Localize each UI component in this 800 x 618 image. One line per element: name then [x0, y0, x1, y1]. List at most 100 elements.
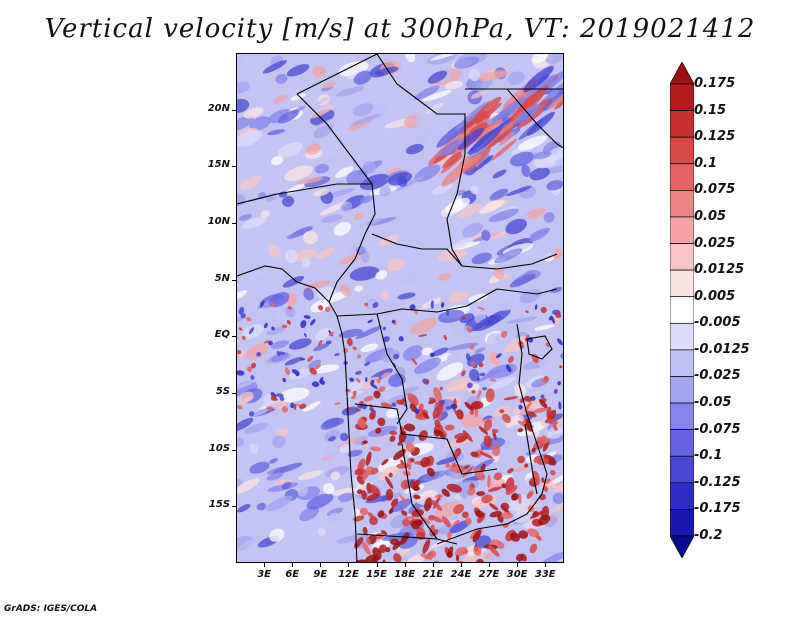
speckle-cell	[471, 389, 476, 394]
lon-tick-label: 3E	[257, 569, 271, 580]
field-blob	[397, 292, 416, 300]
field-blob	[448, 291, 468, 304]
field-blob	[472, 79, 493, 93]
colorbar-level-label: -0.1	[694, 448, 723, 464]
updraft-cell	[427, 514, 436, 521]
field-blob	[335, 166, 354, 179]
speckle-cell	[530, 395, 536, 401]
field-blob	[316, 247, 336, 259]
field-blob	[399, 270, 419, 286]
updraft-cell	[361, 490, 367, 500]
updraft-cell	[381, 530, 388, 536]
updraft-cell	[412, 485, 421, 491]
field-blob	[339, 444, 350, 454]
field-blob	[322, 81, 336, 89]
updraft-cell	[529, 543, 538, 554]
field-blob	[375, 270, 388, 280]
colorbar-segment	[670, 136, 694, 165]
updraft-cell	[384, 476, 394, 489]
field-blob	[288, 338, 312, 350]
field-blob	[320, 417, 341, 430]
border-chad-car	[371, 233, 463, 267]
field-blob	[367, 425, 398, 438]
lat-tick-label: 5N	[214, 272, 230, 284]
speckle-cell	[477, 306, 486, 310]
colorbar-level-label: -0.0125	[694, 341, 750, 357]
field-blob	[446, 350, 461, 362]
field-blob	[286, 233, 297, 240]
field-blob	[295, 482, 308, 497]
jet-streak	[537, 77, 563, 107]
lon-tick-mark	[320, 563, 322, 567]
colorbar-level-label: -0.125	[694, 474, 741, 490]
speckle-cell	[372, 302, 379, 309]
field-blob	[414, 85, 440, 100]
speckle-cell	[275, 393, 284, 398]
speckle-cell	[518, 404, 523, 410]
field-blob	[389, 395, 407, 403]
field-blob	[270, 340, 289, 349]
updraft-cell	[527, 528, 540, 538]
updraft-cell	[501, 483, 507, 489]
speckle-cell	[553, 388, 558, 395]
updraft-cell	[362, 440, 368, 444]
colorbar-level-label: -0.175	[694, 501, 741, 517]
field-blob	[237, 56, 246, 69]
colorbar-level-label: -0.025	[694, 368, 741, 384]
field-blob	[326, 187, 355, 199]
field-blob	[551, 500, 563, 512]
field-blob	[288, 368, 311, 380]
speckle-cell	[465, 353, 471, 361]
field-blob	[546, 146, 563, 162]
updraft-cell	[462, 466, 474, 477]
updraft-cell	[453, 519, 460, 526]
updraft-cell	[549, 469, 556, 476]
field-blob	[254, 273, 280, 287]
field-blob	[488, 208, 519, 222]
field-blob	[416, 124, 446, 138]
field-blob	[354, 285, 364, 292]
updraft-cell	[406, 392, 412, 397]
field-blob	[295, 177, 324, 185]
updraft-cell	[365, 537, 371, 546]
updraft-cell	[426, 467, 436, 477]
colorbar-segment	[670, 83, 694, 111]
updraft-cell	[525, 418, 533, 432]
colorbar-level-label: -0.2	[694, 528, 723, 543]
field-blob	[285, 249, 298, 264]
field-blob	[323, 154, 342, 165]
updraft-cell	[469, 410, 475, 415]
updraft-cell	[500, 511, 513, 519]
field-blob	[304, 176, 331, 188]
updraft-cell	[418, 430, 428, 442]
field-blob	[488, 377, 516, 390]
field-blob	[281, 481, 292, 490]
field-blob	[360, 376, 380, 390]
field-blob	[265, 495, 293, 512]
field-blob	[469, 369, 480, 382]
updraft-cell	[524, 463, 529, 468]
updraft-cell	[354, 468, 364, 476]
field-blob	[550, 286, 563, 293]
updraft-cell	[530, 510, 544, 519]
field-blob	[336, 535, 360, 544]
field-blob	[496, 298, 520, 311]
speckle-cell	[469, 344, 475, 350]
speckle-cell	[430, 300, 435, 309]
field-blob	[560, 352, 563, 360]
field-blob	[241, 216, 268, 229]
speckle-cell	[364, 302, 369, 307]
field-blob	[237, 290, 248, 302]
colorbar-level-label: 0.025	[694, 235, 736, 251]
updraft-cell	[454, 432, 469, 440]
speckle-cell	[499, 409, 505, 414]
field-blob	[380, 349, 401, 363]
field-blob	[256, 502, 267, 511]
lon-tick-label: 9E	[313, 569, 328, 580]
field-blob	[341, 406, 359, 416]
updraft-cell	[492, 444, 501, 457]
updraft-cell	[533, 407, 548, 413]
speckle-cell	[545, 342, 550, 348]
jet-streak	[455, 100, 491, 131]
jet-streak	[444, 138, 465, 156]
